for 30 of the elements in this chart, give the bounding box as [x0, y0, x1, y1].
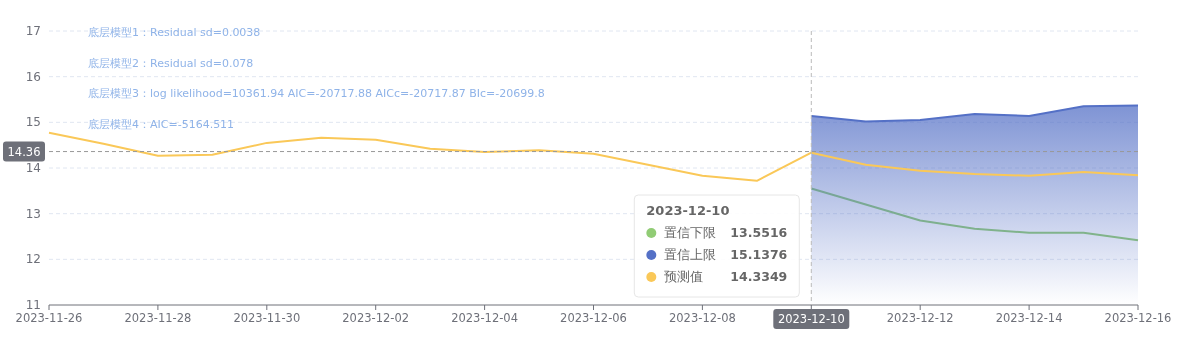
y-tick-label: 13	[25, 206, 41, 221]
legend-label: 置信上限	[664, 247, 717, 262]
y-tick-label: 12	[25, 252, 41, 267]
annotation: 底层模型1：Residual sd=0.0038	[88, 26, 261, 39]
ref-line-label: 14.36	[7, 144, 41, 159]
annotation: 14.3349	[730, 269, 788, 284]
annotation: 底层模型2：Residual sd=0.078	[88, 56, 254, 70]
y-tick-label: 17	[25, 24, 41, 38]
x-tick-label: 2023-11-28	[124, 311, 192, 325]
legend-title: 2023-12-10	[646, 203, 730, 218]
x-tick-label: 2023-11-30	[233, 311, 301, 325]
x-tick-label: 2023-12-12	[886, 311, 954, 325]
x-tick-label: 2023-12-02	[342, 311, 410, 325]
annotation: 15.1376	[730, 247, 788, 262]
annotation: 底层模型4：AIC=-5164.511	[88, 117, 235, 131]
y-tick-label: 11	[25, 298, 41, 312]
y-tick-label: 14	[25, 161, 41, 175]
x-tick-label: 2023-12-06	[560, 311, 627, 325]
x-tick-label: 2023-12-14	[995, 311, 1063, 325]
annotation: 底层模型3：log likelihood=10361.94 AIC=-20717.88 AICc=-20717.87 BIc=-20699.8	[88, 87, 545, 100]
x-tick-label: 2023-12-16	[1104, 311, 1172, 325]
legend-label: 置信下限	[664, 225, 717, 240]
y-tick-label: 16	[25, 69, 41, 84]
legend-label: 预测值	[664, 269, 704, 284]
annotation: 13.5516	[730, 225, 788, 240]
x-tick-label: 2023-12-08	[668, 311, 736, 325]
ref-line-label: 2023-12-10	[777, 312, 845, 326]
y-tick-label: 15	[25, 115, 41, 130]
x-tick-label: 2023-11-26	[15, 311, 83, 325]
x-tick-label: 2023-12-04	[451, 311, 519, 325]
